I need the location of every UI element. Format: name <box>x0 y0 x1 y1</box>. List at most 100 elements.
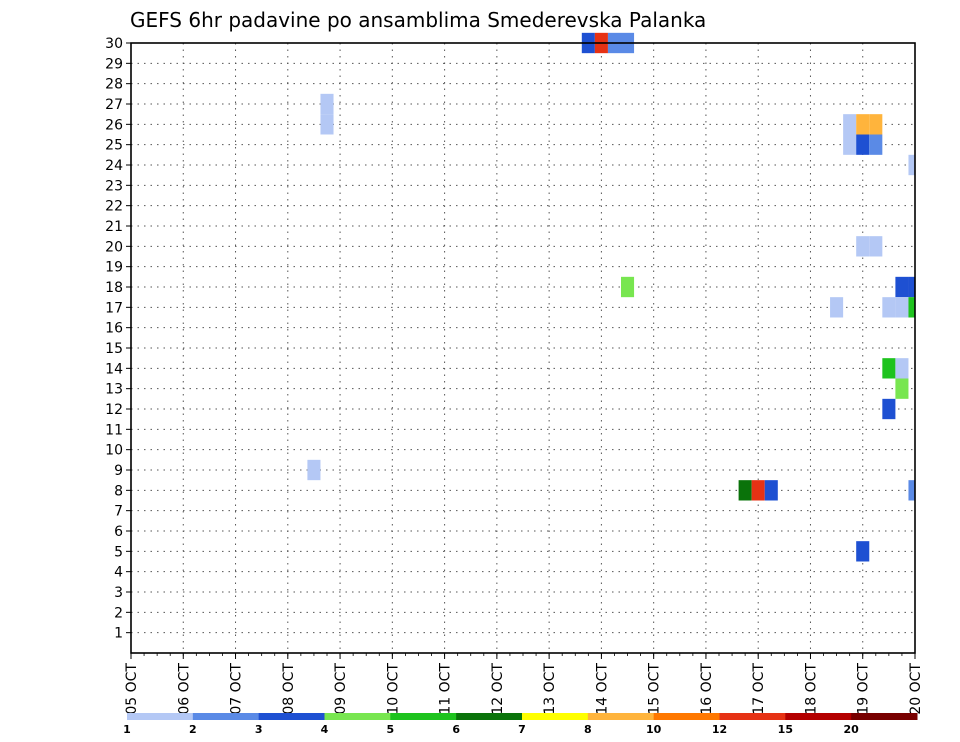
x-tick-label: 11 OCT <box>438 663 454 715</box>
x-tick-label: 05 OCT <box>124 663 140 715</box>
heatmap-cell <box>908 297 915 318</box>
heatmap-cell <box>869 134 883 155</box>
y-tick-label: 4 <box>114 565 123 581</box>
y-tick-label: 15 <box>105 341 123 357</box>
y-tick-label: 23 <box>105 178 123 194</box>
x-tick-label: 15 OCT <box>647 663 663 715</box>
x-tick-label: 13 OCT <box>542 663 558 715</box>
heatmap-cell <box>307 459 321 481</box>
heatmap-cell <box>621 276 635 298</box>
legend-swatch <box>258 713 325 720</box>
chart-title: GEFS 6hr padavine po ansamblima Smederev… <box>130 8 706 32</box>
y-tick-label: 18 <box>105 280 123 296</box>
legend-label: 15 <box>778 723 793 736</box>
y-tick-label: 7 <box>114 504 123 520</box>
heatmap-cell <box>869 236 883 257</box>
legend-swatch <box>456 713 523 720</box>
y-tick-label: 9 <box>114 463 123 479</box>
legend-label: 20 <box>844 723 860 736</box>
heatmap-cell <box>882 297 896 318</box>
legend-label: 7 <box>518 723 526 736</box>
y-tick-label: 12 <box>105 402 123 418</box>
y-tick-label: 10 <box>105 443 123 459</box>
y-tick-label: 29 <box>105 56 123 72</box>
legend-swatch <box>653 713 720 720</box>
heatmap-cell <box>895 378 909 399</box>
y-tick-label: 27 <box>105 97 123 113</box>
y-tick-label: 25 <box>105 138 123 154</box>
y-tick-label: 2 <box>114 605 123 621</box>
y-tick-label: 30 <box>105 36 123 52</box>
legend-swatch <box>719 713 786 720</box>
heatmap-cell <box>830 297 844 318</box>
x-tick-label: 10 OCT <box>385 663 401 715</box>
heatmap-cell <box>843 134 857 155</box>
legend-label: 3 <box>255 723 263 736</box>
heatmap-cell <box>856 236 870 257</box>
legend-label: 10 <box>646 723 662 736</box>
y-tick-label: 28 <box>105 77 123 93</box>
legend-swatch <box>192 713 260 720</box>
y-tick-label: 3 <box>114 585 123 601</box>
legend-label: 12 <box>712 723 727 736</box>
heatmap-cell <box>908 480 915 501</box>
y-tick-label: 13 <box>105 382 123 398</box>
heatmap-cell <box>856 114 870 135</box>
heatmap-cell <box>869 114 883 135</box>
heatmap-cell <box>856 134 870 155</box>
y-tick-label: 17 <box>105 300 123 316</box>
heatmap-cell <box>895 297 909 318</box>
grid-layer <box>131 43 915 653</box>
legend-label: 2 <box>189 723 197 736</box>
heatmap-cell <box>895 358 909 379</box>
x-tick-label: 17 OCT <box>751 663 767 715</box>
legend-swatch <box>390 713 457 720</box>
y-tick-label: 6 <box>114 524 123 540</box>
heatmap-cell <box>843 114 857 135</box>
heatmap-cell <box>882 398 896 420</box>
y-tick-label: 24 <box>105 158 123 174</box>
heatmap-cell <box>908 276 915 298</box>
x-tick-label: 19 OCT <box>856 663 872 715</box>
y-tick-label: 19 <box>105 260 123 276</box>
y-tick-label: 16 <box>105 321 123 337</box>
x-tick-label: 18 OCT <box>803 663 819 715</box>
y-tick-label: 22 <box>105 199 123 215</box>
y-tick-label: 8 <box>114 483 123 499</box>
legend-label: 5 <box>387 723 395 736</box>
heatmap-cell <box>882 358 896 379</box>
x-tick-label: 16 OCT <box>699 663 715 715</box>
heatmap-cell <box>908 154 915 176</box>
heatmap-cell <box>738 480 752 501</box>
y-axis: 1234567891011121314151617181920212223242… <box>105 36 131 642</box>
legend-swatch <box>324 713 391 720</box>
heatmap-cell <box>856 541 870 562</box>
heatmap-cell <box>320 93 334 115</box>
x-tick-label: 06 OCT <box>176 663 192 715</box>
legend-label: 1 <box>123 723 131 736</box>
legend-swatch <box>127 713 194 720</box>
cells-layer <box>307 32 915 562</box>
legend-label: 4 <box>321 723 329 736</box>
y-tick-label: 11 <box>105 422 123 438</box>
legend-swatch <box>785 713 852 720</box>
x-tick-label: 09 OCT <box>333 663 349 715</box>
x-tick-label: 20 OCT <box>908 663 924 715</box>
y-tick-label: 1 <box>114 626 123 642</box>
y-tick-label: 26 <box>105 117 123 133</box>
y-tick-label: 14 <box>105 361 123 377</box>
legend-swatch <box>587 713 655 720</box>
x-tick-label: 12 OCT <box>490 663 506 715</box>
heatmap-cell <box>320 114 334 135</box>
y-tick-label: 21 <box>105 219 123 235</box>
legend-label: 6 <box>452 723 460 736</box>
legend: 1 2 3 4 5 6 7 8 10 12 15 20 <box>123 713 918 736</box>
y-tick-label: 5 <box>114 544 123 560</box>
x-tick-label: 14 OCT <box>594 663 610 715</box>
heatmap-cell <box>764 480 778 501</box>
heatmap-cell <box>895 276 909 298</box>
x-axis: 05 OCT 06 OCT 07 OCT 08 OCT 09 OCT 10 OCT 11 O… <box>124 653 924 715</box>
legend-swatch <box>522 713 589 720</box>
heatmap-cell <box>751 480 765 501</box>
